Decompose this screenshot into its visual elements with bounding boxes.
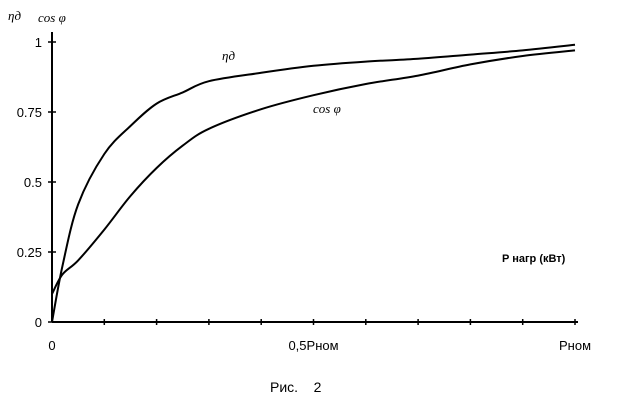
series-label-eta: ηд (222, 48, 235, 63)
x-tick-label: Рном (559, 338, 591, 353)
x-tick-label: 0,5Рном (288, 338, 338, 353)
y-tick-label: 0 (35, 315, 42, 330)
axes: 0 0.25 0.5 0.75 1 0 0,5Рном Рном (17, 32, 591, 353)
series-layer (51, 43, 576, 323)
series-line-cos (51, 49, 576, 295)
x-tick-label: 0 (48, 338, 55, 353)
y-axis-title-eta: ηд (8, 8, 21, 23)
y-axis-title-cos: cos φ (38, 10, 66, 25)
y-tick-label: 0.5 (24, 175, 42, 190)
y-tick-label: 0.75 (17, 105, 42, 120)
series-label-cos: cos φ (313, 101, 341, 116)
series-line-eta (51, 43, 576, 323)
figure-caption: Рис. 2 (270, 379, 322, 395)
y-tick-label: 1 (35, 35, 42, 50)
x-axis-title: P нагр (кВт) (502, 253, 566, 265)
y-tick-label: 0.25 (17, 245, 42, 260)
